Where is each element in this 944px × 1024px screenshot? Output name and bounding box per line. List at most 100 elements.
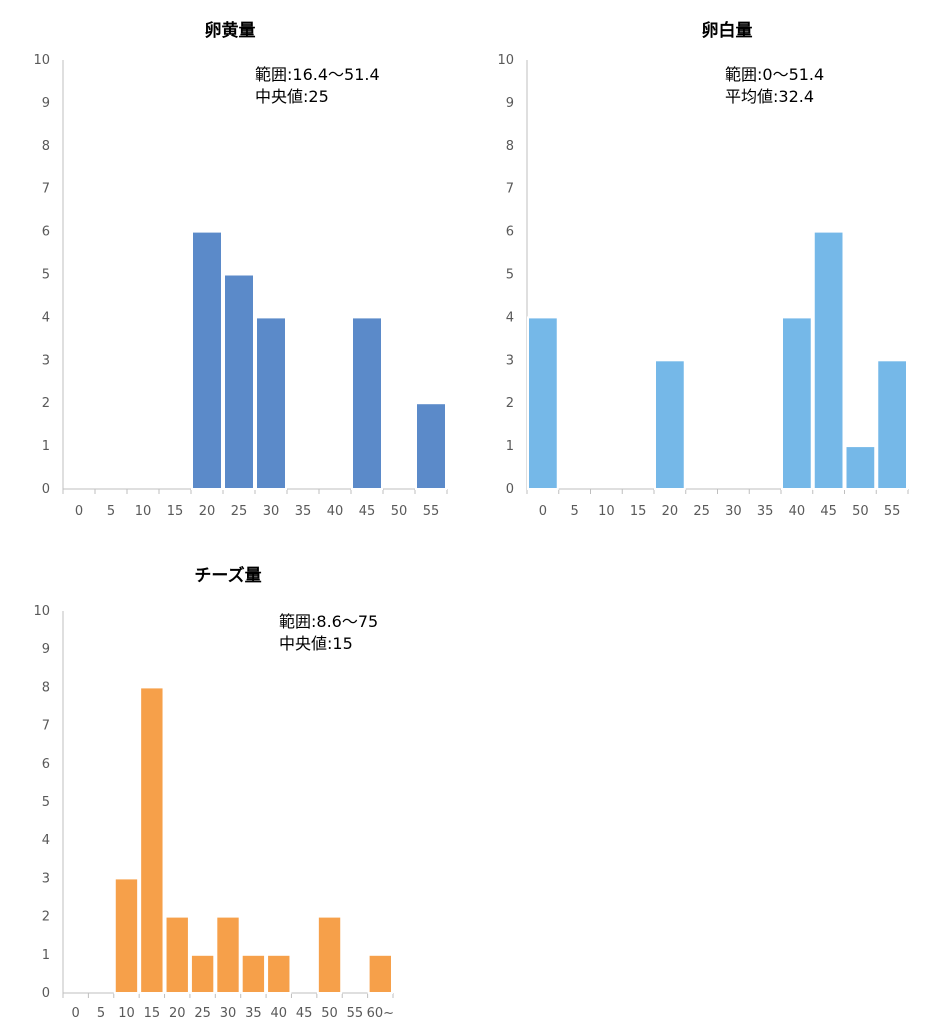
y-tick-label: 2 [42, 910, 50, 925]
stat-annotation: 中央値:25 [255, 87, 329, 106]
y-tick-label: 0 [42, 986, 50, 1001]
y-tick-label: 1 [42, 439, 50, 454]
y-tick-label: 9 [42, 642, 50, 657]
bar-45 [351, 316, 383, 490]
x-tick-label: 45 [820, 504, 837, 519]
y-tick-label: 5 [506, 268, 514, 283]
y-tick-label: 4 [506, 310, 514, 325]
y-tick-label: 8 [42, 680, 50, 695]
bar-30 [255, 316, 287, 490]
x-tick-label: 25 [231, 504, 248, 519]
x-tick-label: 35 [757, 504, 774, 519]
y-tick-label: 7 [42, 719, 50, 734]
y-tick-label: 0 [42, 482, 50, 497]
x-tick-label: 40 [270, 1006, 287, 1021]
y-tick-label: 1 [42, 948, 50, 963]
y-tick-label: 6 [42, 225, 50, 240]
x-tick-label: 10 [598, 504, 615, 519]
y-tick-label: 10 [33, 53, 50, 68]
x-tick-label: 0 [539, 504, 547, 519]
y-tick-label: 4 [42, 310, 50, 325]
y-tick-label: 8 [506, 139, 514, 154]
bar-55 [876, 359, 908, 490]
x-tick-label: 15 [630, 504, 647, 519]
y-tick-label: 5 [42, 268, 50, 283]
x-tick-label: 5 [107, 504, 115, 519]
x-tick-label: 35 [245, 1006, 262, 1021]
x-tick-label: 20 [169, 1006, 186, 1021]
chart-title: 卵白量 [702, 20, 753, 41]
bar-20 [191, 230, 223, 490]
x-tick-label: 45 [296, 1006, 313, 1021]
bar-20 [164, 915, 190, 995]
x-tick-label: 15 [144, 1006, 161, 1021]
stat-annotation: 範囲:8.6～75 [279, 612, 378, 631]
x-tick-label: 5 [570, 504, 578, 519]
bar-55 [415, 402, 447, 491]
x-tick-label: 60~ [367, 1006, 394, 1021]
x-tick-label: 20 [199, 504, 216, 519]
y-tick-label: 6 [42, 757, 50, 772]
x-tick-label: 40 [789, 504, 806, 519]
x-tick-label: 25 [693, 504, 710, 519]
x-tick-label: 25 [194, 1006, 211, 1021]
y-tick-label: 3 [42, 353, 50, 368]
x-tick-label: 5 [97, 1006, 105, 1021]
x-tick-label: 30 [220, 1006, 237, 1021]
y-tick-label: 8 [42, 139, 50, 154]
y-tick-label: 7 [506, 182, 514, 197]
x-tick-label: 30 [725, 504, 742, 519]
y-tick-label: 4 [42, 833, 50, 848]
bar-50 [844, 445, 877, 491]
stat-annotation: 中央値:15 [279, 634, 353, 653]
bar-35 [240, 953, 267, 994]
chart-title: 卵黄量 [205, 20, 256, 41]
y-tick-label: 3 [42, 871, 50, 886]
bar-60~ [367, 953, 394, 994]
y-tick-label: 10 [33, 604, 50, 619]
stat-annotation: 範囲:16.4～51.4 [255, 65, 380, 84]
x-tick-label: 35 [295, 504, 312, 519]
y-tick-label: 2 [506, 396, 514, 411]
y-tick-label: 0 [506, 482, 514, 497]
y-tick-label: 9 [42, 96, 50, 111]
y-tick-label: 3 [506, 353, 514, 368]
x-tick-label: 10 [118, 1006, 135, 1021]
x-tick-label: 45 [359, 504, 376, 519]
x-tick-label: 15 [167, 504, 184, 519]
x-tick-label: 55 [884, 504, 901, 519]
bar-40 [781, 316, 813, 490]
bar-50 [316, 915, 343, 995]
bar-20 [654, 359, 686, 490]
stat-annotation: 平均値:32.4 [725, 87, 814, 106]
y-tick-label: 5 [42, 795, 50, 810]
y-tick-label: 1 [506, 439, 514, 454]
x-tick-label: 0 [75, 504, 83, 519]
x-tick-label: 30 [263, 504, 280, 519]
y-tick-label: 7 [42, 182, 50, 197]
bar-25 [189, 953, 216, 994]
y-tick-label: 10 [497, 53, 514, 68]
x-tick-label: 55 [423, 504, 440, 519]
bar-45 [812, 230, 845, 490]
x-tick-label: 50 [391, 504, 408, 519]
y-tick-label: 6 [506, 225, 514, 240]
y-tick-label: 2 [42, 396, 50, 411]
x-tick-label: 40 [327, 504, 344, 519]
x-tick-label: 50 [321, 1006, 338, 1021]
bar-0 [527, 316, 559, 490]
x-tick-label: 50 [852, 504, 869, 519]
x-tick-label: 20 [662, 504, 679, 519]
y-tick-label: 9 [506, 96, 514, 111]
bar-25 [223, 273, 255, 490]
bar-40 [266, 953, 292, 994]
x-tick-label: 10 [135, 504, 152, 519]
bar-30 [215, 915, 241, 995]
x-tick-label: 0 [72, 1006, 80, 1021]
chart-title: チーズ量 [194, 565, 261, 586]
x-tick-label: 55 [347, 1006, 364, 1021]
stat-annotation: 範囲:0～51.4 [725, 65, 824, 84]
